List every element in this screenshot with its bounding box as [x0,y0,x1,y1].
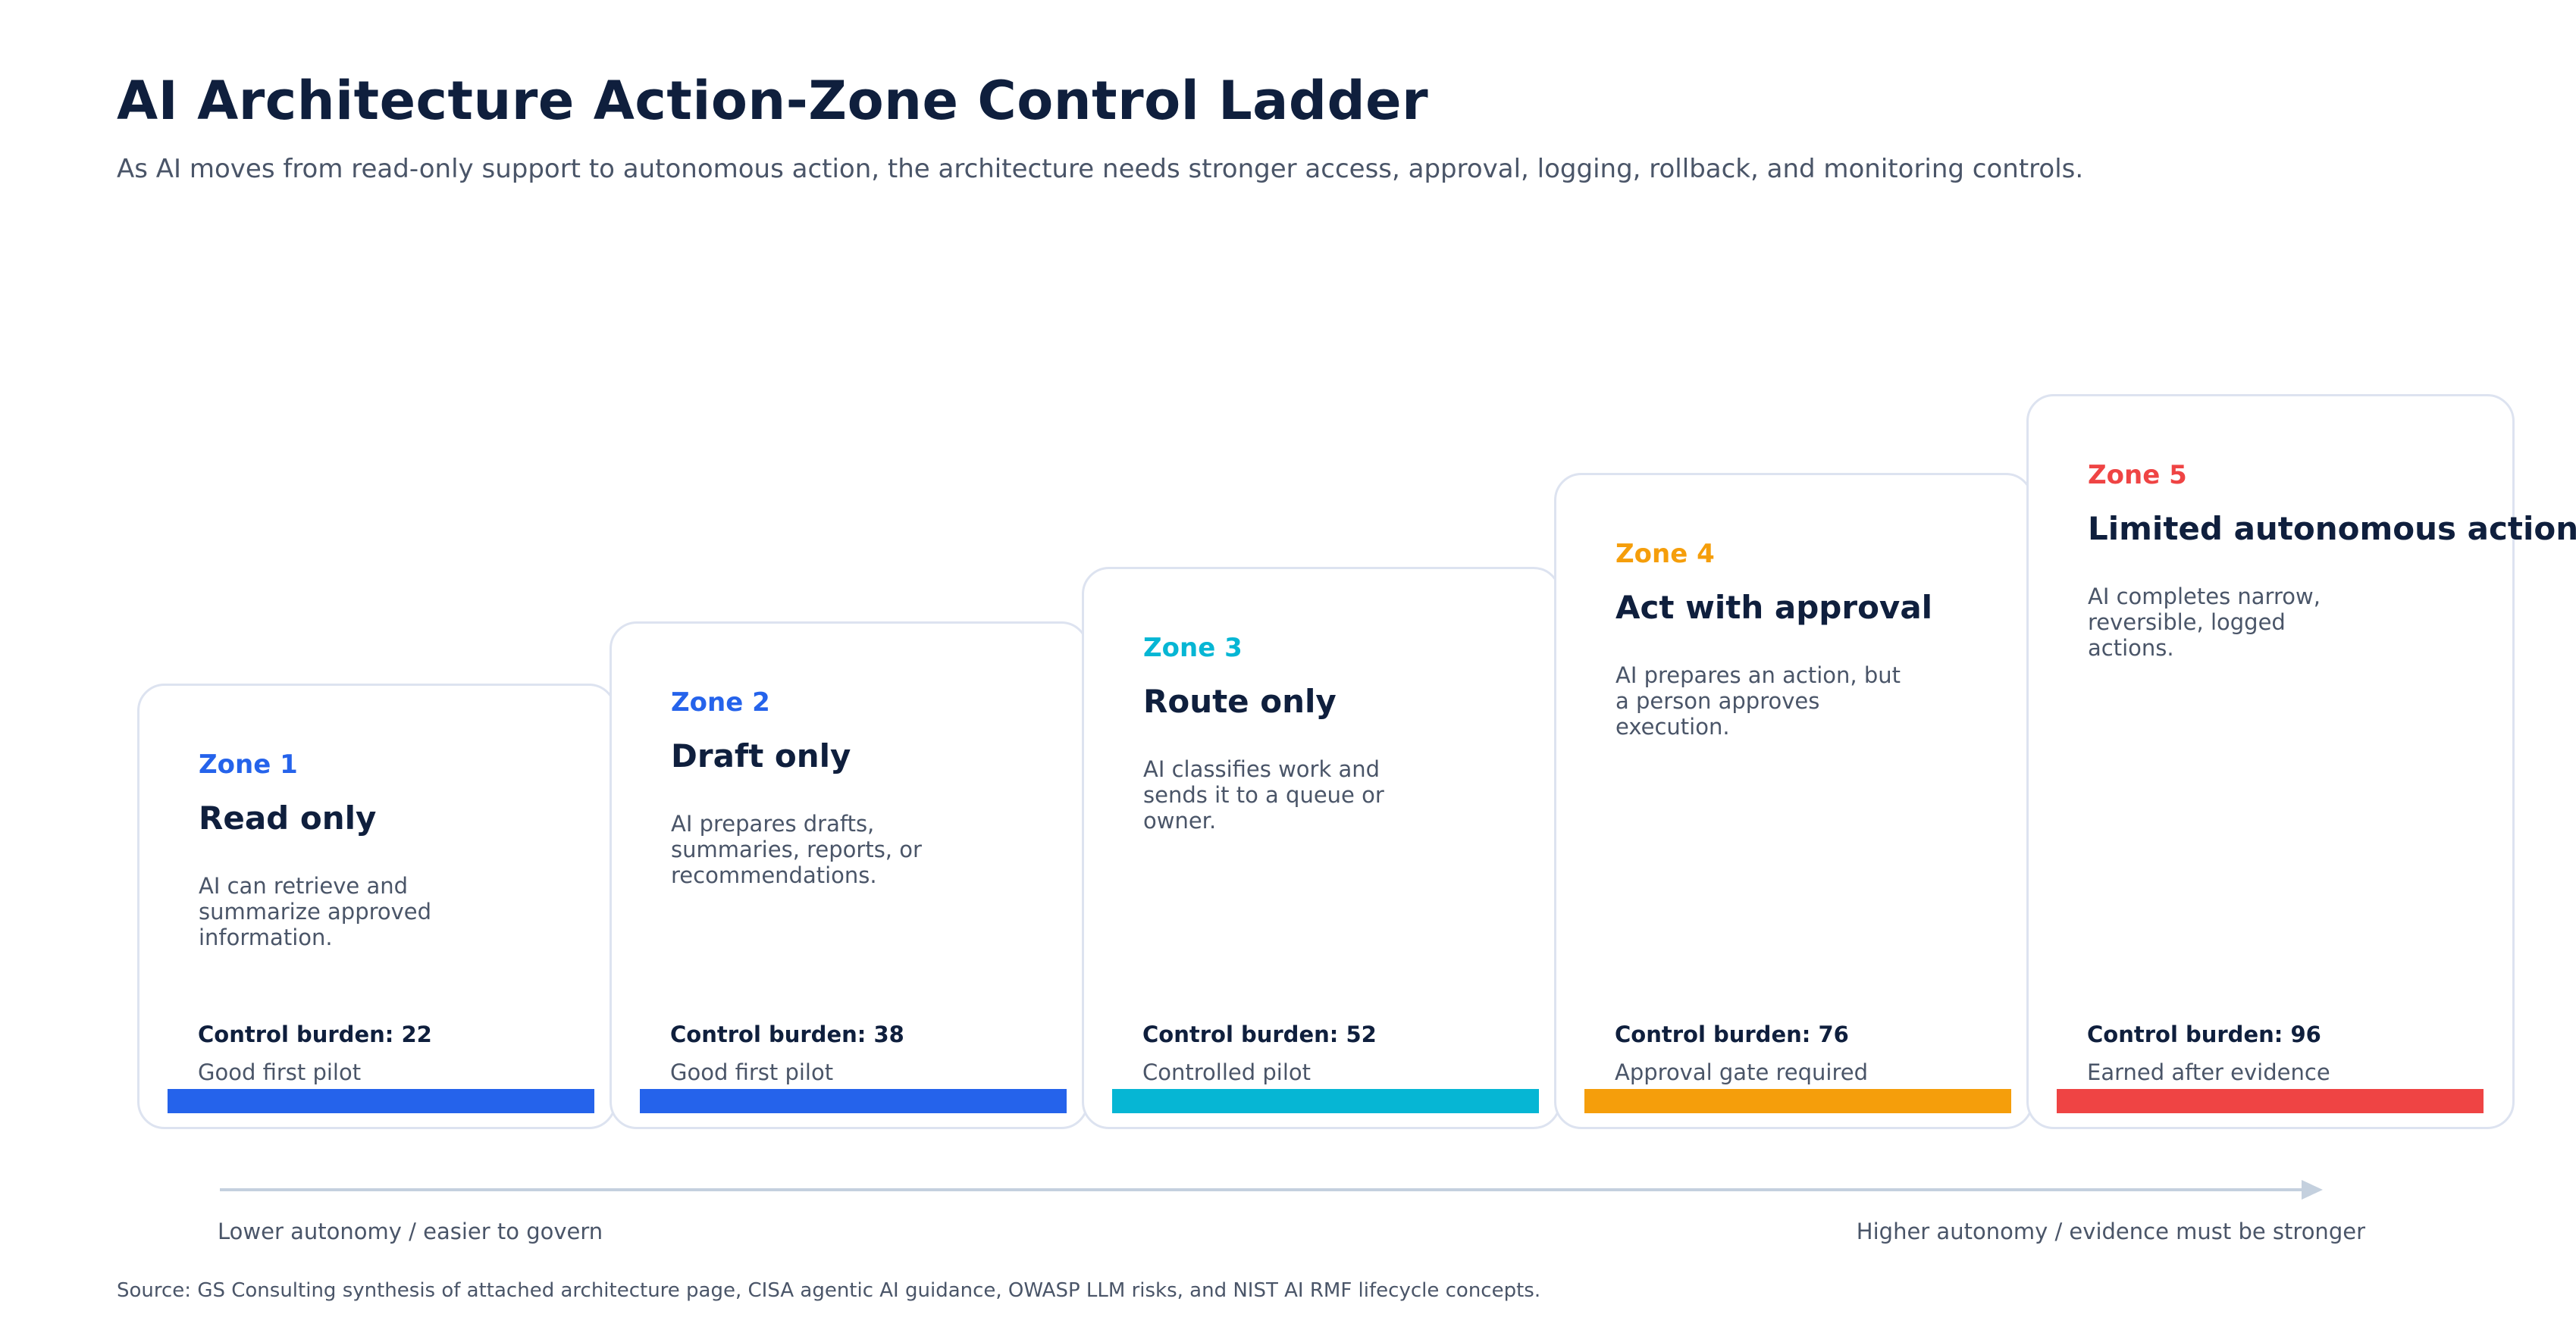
zone-name: Route only [1143,683,1337,720]
zone-status: Good first pilot [198,1059,362,1085]
source-note: Source: GS Consulting synthesis of attac… [117,1279,1541,1302]
zone-color-bar [1112,1089,1539,1113]
control-burden: Control burden: 76 [1615,1022,1849,1047]
zone-color-bar [2057,1089,2484,1113]
control-burden: Control burden: 22 [198,1022,432,1047]
zone-status: Controlled pilot [1142,1059,1311,1085]
zone-card-1: Zone 1 Read only AI can retrieve and sum… [137,684,616,1129]
zone-label: Zone 5 [2088,460,2187,490]
axis-left-label: Lower autonomy / easier to govern [218,1219,603,1244]
zone-status: Good first pilot [670,1059,834,1085]
zone-label: Zone 2 [671,687,770,718]
zone-card-2: Zone 2 Draft only AI prepares drafts, su… [610,621,1089,1129]
page-title: AI Architecture Action-Zone Control Ladd… [117,70,1429,132]
control-burden: Control burden: 38 [670,1022,904,1047]
zone-status: Earned after evidence [2087,1059,2330,1085]
zone-card-4: Zone 4 Act with approval AI prepares an … [1554,473,2033,1129]
zone-color-bar [640,1089,1067,1113]
zone-name: Act with approval [1615,589,1933,626]
page-subtitle: As AI moves from read-only support to au… [117,154,2084,184]
control-burden: Control burden: 96 [2087,1022,2321,1047]
zone-description: AI completes narrow, reversible, logged … [2088,584,2321,661]
zone-description: AI can retrieve and summarize approved i… [199,873,432,950]
zone-card-5: Zone 5 Limited autonomous action AI comp… [2026,394,2576,1129]
zone-color-bar [168,1089,594,1113]
zone-description: AI prepares drafts, summaries, reports, … [671,811,922,888]
zone-description: AI classifies work and sends it to a que… [1143,756,1384,834]
arrow-right-icon [2302,1180,2323,1200]
zone-description: AI prepares an action, but a person appr… [1615,662,1901,740]
zone-label: Zone 3 [1143,633,1243,663]
autonomy-axis-line [220,1188,2305,1191]
zone-name: Limited autonomous action [2088,510,2576,547]
zone-label: Zone 1 [199,749,298,780]
control-burden: Control burden: 52 [1142,1022,1377,1047]
axis-right-label: Higher autonomy / evidence must be stron… [1856,1219,2365,1244]
zone-status: Approval gate required [1615,1059,1869,1085]
zone-color-bar [1584,1089,2011,1113]
zone-name: Read only [199,799,377,837]
zone-label: Zone 4 [1615,539,1715,569]
zone-name: Draft only [671,737,851,774]
